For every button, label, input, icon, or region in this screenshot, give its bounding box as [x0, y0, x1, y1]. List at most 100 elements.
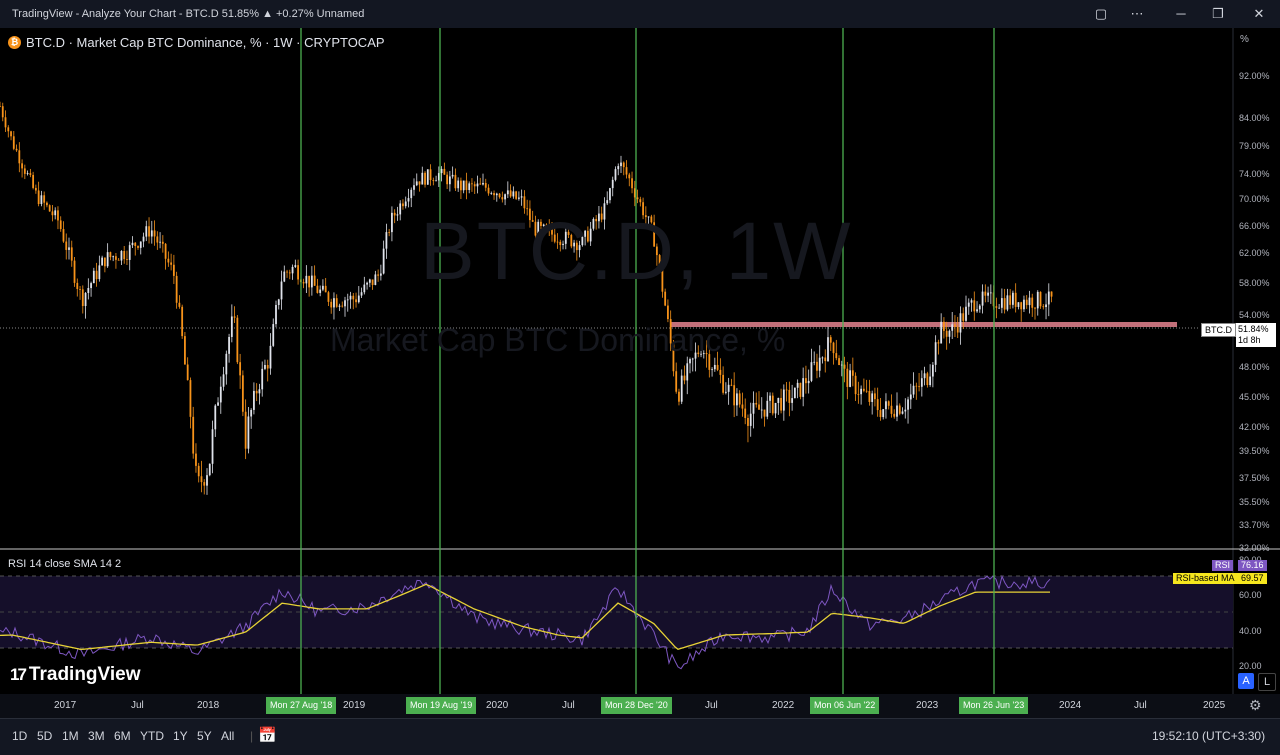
symbol-legend[interactable]: ₿ BTC.D · Market Cap BTC Dominance, % · … [8, 35, 385, 50]
candle-body [805, 378, 807, 384]
rsi-line [0, 575, 1051, 670]
candle-body [738, 393, 741, 405]
candle-body [931, 364, 934, 377]
candle-body [614, 169, 617, 180]
maximize-icon[interactable]: ❐ [1212, 6, 1224, 21]
candle-body [1031, 297, 1034, 308]
timeframe-1d-button[interactable]: 1D [12, 729, 28, 743]
candle-body [774, 403, 777, 414]
candle-body [382, 248, 385, 274]
candle-body [744, 408, 747, 418]
candle-body [468, 183, 471, 191]
timeframe-6m-button[interactable]: 6M [114, 729, 131, 743]
candle-body [208, 463, 211, 476]
candle-body [854, 375, 857, 395]
timeframe-1m-button[interactable]: 1M [62, 729, 79, 743]
candle-body [479, 183, 482, 185]
candle-body [965, 306, 967, 321]
settings-gear-icon[interactable]: ⚙ [1249, 697, 1262, 713]
candle-body [368, 279, 371, 283]
candle-body [327, 292, 330, 302]
candle-body [360, 292, 363, 296]
candle-body [1009, 295, 1012, 305]
clock[interactable]: 19:52:10 (UTC+3:30) [1152, 729, 1266, 743]
candle-body [816, 361, 818, 371]
price-axis-unit[interactable]: % [1240, 34, 1249, 45]
candle-body [860, 388, 863, 395]
candle-body [54, 210, 57, 216]
candle-body [755, 402, 758, 405]
candle-body [724, 391, 727, 393]
candle-body [413, 185, 415, 190]
candle-body [313, 275, 316, 286]
candle-body [341, 305, 344, 307]
tradingview-mark-icon: 17 [10, 665, 27, 684]
candle-body [1020, 302, 1023, 310]
timeframe-5d-button[interactable]: 5D [37, 729, 53, 743]
tradingview-logo[interactable]: 17 TradingView [10, 664, 141, 686]
candle-body [628, 174, 631, 179]
price-axis-label: 35.50% [1239, 497, 1270, 507]
minimize-icon[interactable]: ─ [1176, 6, 1186, 21]
candle-body [487, 187, 490, 194]
auto-scale-button[interactable]: A [1238, 673, 1254, 689]
candle-body [244, 411, 247, 449]
candle-body [796, 382, 799, 388]
time-label-2025: 2025 [1203, 700, 1226, 711]
candle-body [876, 399, 879, 411]
candle-body [934, 342, 937, 365]
timeframe-all-button[interactable]: All [221, 729, 235, 743]
timeframe-1y-button[interactable]: 1Y [173, 729, 188, 743]
candle-body [642, 202, 644, 216]
candle-body [148, 226, 150, 237]
candle-body [904, 409, 907, 412]
chart-canvas[interactable] [0, 28, 1280, 694]
time-label-2020: 2020 [486, 700, 509, 711]
candle-body [727, 384, 730, 392]
candle-body [98, 265, 101, 280]
candle-body [222, 374, 225, 387]
candle-body [907, 399, 909, 410]
candle-body [716, 364, 719, 370]
candle-body [749, 413, 752, 426]
candle-body [404, 201, 407, 207]
candle-body [484, 182, 487, 188]
candles-group [0, 101, 1053, 495]
candle-body [1050, 291, 1053, 297]
candle-body [586, 230, 589, 242]
candle-body [203, 482, 206, 486]
marker-label-jun-2023: Mon 26 Jun '23 [959, 697, 1029, 714]
candle-body [741, 404, 744, 409]
candle-body [523, 196, 526, 209]
candle-body [128, 245, 131, 260]
close-icon[interactable]: ✕ [1253, 6, 1265, 21]
candle-body [264, 365, 266, 369]
candle-body [457, 180, 460, 189]
timeframe-3m-button[interactable]: 3M [88, 729, 105, 743]
timeframe-ytd-button[interactable]: YTD [140, 729, 164, 743]
candle-body [893, 413, 896, 417]
candle-body [366, 282, 368, 285]
candle-body [247, 416, 250, 449]
candle-body [962, 313, 965, 321]
candle-body [871, 393, 874, 402]
candle-body [633, 188, 636, 198]
candle-body [821, 357, 824, 359]
rsi-axis-60: 60.00 [1239, 590, 1262, 600]
candle-body [1014, 292, 1017, 307]
candle-body [678, 391, 680, 402]
candle-body [159, 241, 161, 243]
candle-body [598, 213, 600, 222]
timeframe-5y-button[interactable]: 5Y [197, 729, 212, 743]
candle-body [978, 305, 981, 310]
candle-body [780, 397, 782, 411]
resistance-zone[interactable] [670, 322, 1177, 327]
cast-icon[interactable]: ▢ [1094, 6, 1108, 21]
more-icon[interactable]: ⋯ [1130, 6, 1144, 21]
date-range-calendar-icon[interactable]: 📅 [258, 727, 277, 744]
log-scale-button[interactable]: L [1258, 673, 1276, 691]
rsi-legend[interactable]: RSI 14 close SMA 14 2 [8, 558, 122, 570]
candle-body [777, 397, 780, 404]
symbol-legend-text[interactable]: BTC.D · Market Cap BTC Dominance, % · 1W… [26, 35, 385, 50]
candle-body [573, 242, 575, 247]
